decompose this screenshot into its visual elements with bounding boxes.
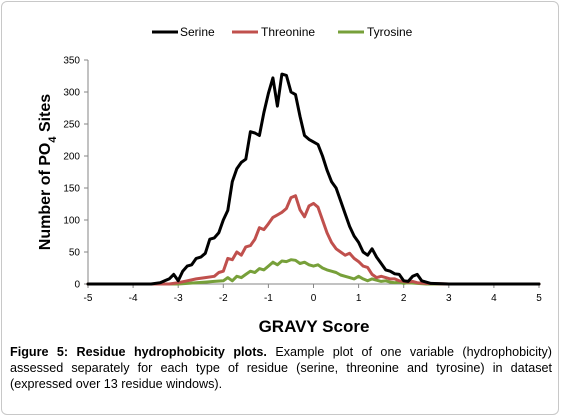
caption-text: Example plot of one variable (hydrophobi… (10, 345, 552, 391)
x-tick-label: 5 (536, 293, 542, 304)
caption-label: Figure 5: Residue hydrophobicity plots. (10, 345, 267, 359)
x-tick-label: -3 (174, 293, 183, 304)
x-tick-label: -4 (129, 293, 138, 304)
legend-label-threonine: Threonine (261, 25, 315, 39)
x-tick-label: -5 (84, 293, 93, 304)
legend-label-tyrosine: Tyrosine (367, 25, 413, 39)
y-axis-title: Number of PO4 Sites (37, 94, 59, 250)
x-axis-title: GRAVY Score (259, 317, 370, 336)
y-axis-title-main: Number of PO (37, 143, 54, 251)
series-lines (86, 72, 541, 286)
gravy-line-chart: Serine Threonine Tyrosine 05010015020025… (37, 25, 542, 336)
x-tick-label: -1 (264, 293, 273, 304)
series-line-tyrosine (86, 258, 541, 286)
x-tick-label: 1 (356, 293, 362, 304)
y-tick-label: 50 (69, 248, 81, 259)
y-tick-label: 350 (63, 56, 80, 67)
x-tick-label: 0 (311, 293, 317, 304)
x-tick-label: 2 (401, 293, 407, 304)
y-tick-label: 250 (63, 120, 80, 131)
legend-label-serine: Serine (180, 25, 215, 39)
y-tick-label: 100 (63, 216, 80, 227)
y-axis-title-tail: Sites (37, 94, 54, 137)
x-tick-label: -2 (219, 293, 228, 304)
x-tick-label: 3 (446, 293, 452, 304)
figure-caption: Figure 5: Residue hydrophobicity plots. … (10, 344, 552, 392)
legend: Serine Threonine Tyrosine (152, 25, 413, 39)
series-line-serine (86, 72, 541, 286)
x-tick-label: 4 (491, 293, 497, 304)
y-tick-label: 0 (74, 280, 80, 291)
y-tick-label: 200 (63, 152, 80, 163)
y-tick-label: 300 (63, 88, 80, 99)
y-tick-label: 150 (63, 184, 80, 195)
series-line-threonine (86, 194, 541, 286)
axes: 0 50 100 150 200 250 300 350 -5 -4 -3 -2 -1 0 1 2 3 4 5 (63, 56, 542, 305)
y-axis-title-subscript: 4 (47, 136, 59, 143)
